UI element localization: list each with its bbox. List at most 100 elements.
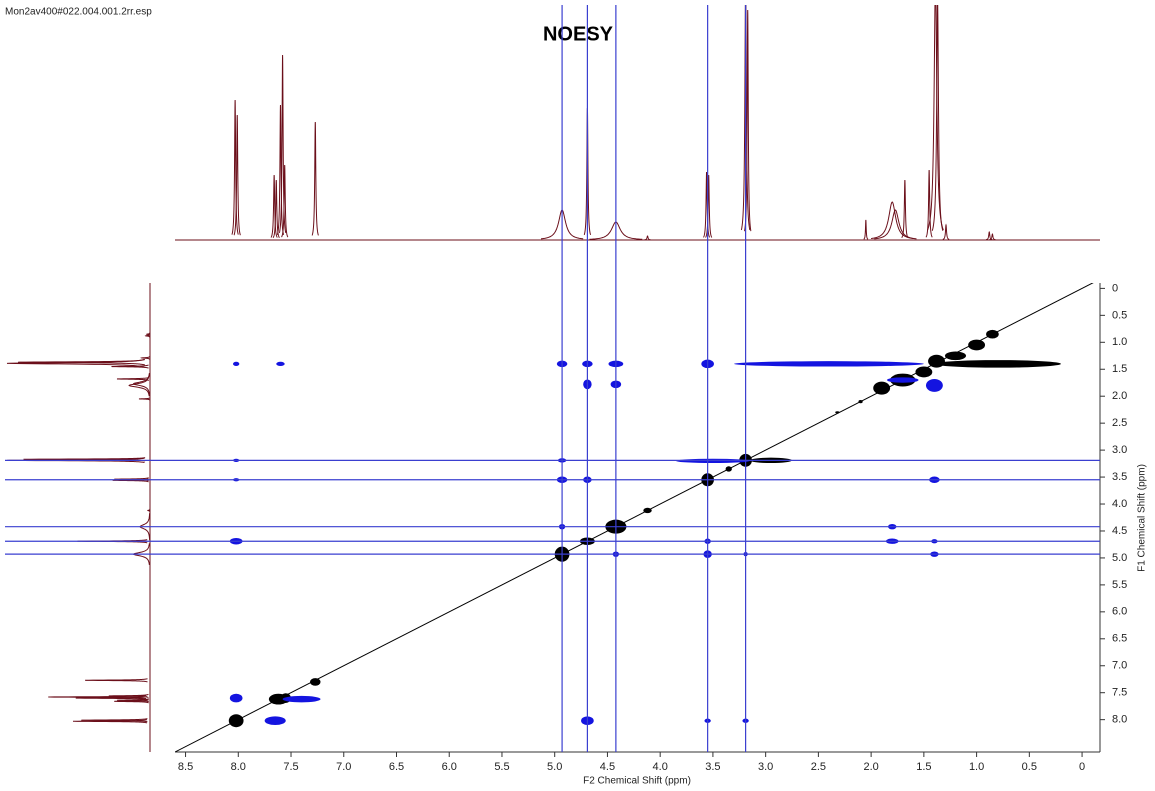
x-axis-label: F2 Chemical Shift (ppm) — [583, 776, 691, 787]
x-tick-label: 8.5 — [178, 761, 193, 773]
x-tick-label: 0 — [1079, 761, 1085, 773]
y-tick-label: 1.0 — [1112, 336, 1127, 348]
projection-peak — [111, 364, 149, 369]
projection-peak — [81, 718, 148, 723]
y-tick-label: 6.0 — [1112, 606, 1127, 618]
projection-peak — [132, 372, 150, 395]
cross-peak — [873, 381, 891, 395]
cross-peak — [934, 360, 1061, 368]
projection-peak — [311, 121, 319, 236]
x-tick-label: 4.0 — [653, 761, 668, 773]
x-tick-label: 5.0 — [547, 761, 562, 773]
projection-peak — [281, 164, 289, 238]
x-tick-label: 7.5 — [283, 761, 298, 773]
y-tick-label: 8.0 — [1112, 714, 1127, 726]
cross-peak — [858, 399, 863, 404]
projection-peak — [278, 54, 287, 233]
chart-title: NOESY — [543, 23, 614, 45]
projection-peak — [740, 5, 751, 231]
cross-peak — [310, 678, 321, 686]
projection-peak — [874, 209, 917, 240]
f1-projection — [6, 332, 151, 724]
reference-lines — [5, 5, 1100, 752]
projection-peak — [925, 169, 933, 238]
x-tick-label: 4.5 — [600, 761, 615, 773]
y-tick-label: 0.5 — [1112, 309, 1127, 321]
x-tick-label: 0.5 — [1022, 761, 1037, 773]
projection-peak — [705, 174, 713, 238]
cross-peak — [734, 361, 924, 367]
cross-peak — [986, 329, 999, 339]
x-tick-label: 7.0 — [336, 761, 351, 773]
cross-peak — [944, 351, 967, 361]
y-axis-label: F1 Chemical Shift (ppm) — [1137, 464, 1148, 572]
projection-peak — [931, 5, 944, 231]
f2-projection — [231, 5, 996, 241]
y-tick-label: 4.0 — [1112, 498, 1127, 510]
projection-peak — [272, 179, 280, 238]
y-tick-label: 4.5 — [1112, 525, 1127, 537]
cross-peak — [886, 377, 919, 383]
cross-peak — [725, 466, 732, 472]
cross-peak — [643, 507, 652, 514]
diagonal — [175, 283, 1094, 752]
projection-peak — [138, 397, 150, 401]
cross-peak — [276, 361, 285, 367]
cross-peak — [915, 366, 933, 378]
cross-peak — [228, 714, 244, 728]
y-tick-label: 7.5 — [1112, 687, 1127, 699]
x-tick-label: 1.5 — [916, 761, 931, 773]
cross-peak — [282, 695, 321, 703]
projection-peak — [231, 99, 239, 235]
y-tick-label: 2.0 — [1112, 390, 1127, 402]
projection-peak — [116, 698, 150, 703]
cross-peak — [835, 411, 840, 414]
plot-area — [175, 283, 1094, 752]
cross-peak — [968, 339, 986, 351]
projection-peak — [901, 179, 909, 238]
projection-peak — [72, 719, 148, 724]
x-tick-label: 3.5 — [705, 761, 720, 773]
ticks: 8.5 8.0 7.5 7.0 6.5 6.0 5.5 5.0 4.5 4.0 3.5 3.0 2.5 2… — [178, 282, 1127, 773]
x-tick-label: 8.0 — [231, 761, 246, 773]
projection-peak — [116, 376, 150, 381]
x-tick-label: 2.5 — [811, 761, 826, 773]
cross-peak — [233, 361, 240, 367]
projection-peak — [871, 201, 914, 240]
y-tick-label: 0 — [1112, 282, 1118, 294]
cross-peak — [925, 378, 943, 392]
projection-peak — [989, 233, 996, 241]
projection-peak — [17, 359, 146, 366]
y-tick-label: 5.5 — [1112, 579, 1127, 591]
projection-peak — [140, 356, 151, 360]
cross-peak — [264, 716, 286, 726]
x-tick-label: 6.5 — [389, 761, 404, 773]
projection-peak — [270, 174, 278, 238]
file-name: Mon2av400#022.004.001.2rr.esp — [5, 7, 152, 18]
y-tick-label: 7.0 — [1112, 660, 1127, 672]
projection-peak — [233, 114, 241, 236]
y-tick-label: 5.0 — [1112, 552, 1127, 564]
projection-peak — [863, 219, 869, 240]
x-tick-label: 1.0 — [969, 761, 984, 773]
projection-peak — [942, 223, 950, 240]
projection-peak — [702, 171, 711, 238]
projection-peak — [108, 693, 149, 698]
x-tick-label: 5.5 — [494, 761, 509, 773]
projection-peak — [48, 694, 147, 700]
y-tick-label: 1.5 — [1112, 363, 1127, 375]
y-tick-label: 2.5 — [1112, 417, 1127, 429]
x-tick-label: 2.0 — [863, 761, 878, 773]
projection-peak — [114, 699, 149, 704]
y-tick-label: 3.5 — [1112, 471, 1127, 483]
y-tick-label: 6.5 — [1112, 633, 1127, 645]
projection-peak — [85, 678, 148, 683]
y-tick-label: 3.0 — [1112, 444, 1127, 456]
projection-peak — [276, 104, 285, 235]
x-tick-label: 6.0 — [442, 761, 457, 773]
x-tick-label: 3.0 — [758, 761, 773, 773]
projection-peak — [644, 235, 651, 241]
projection-peak — [145, 332, 151, 336]
cross-peak — [229, 693, 243, 703]
